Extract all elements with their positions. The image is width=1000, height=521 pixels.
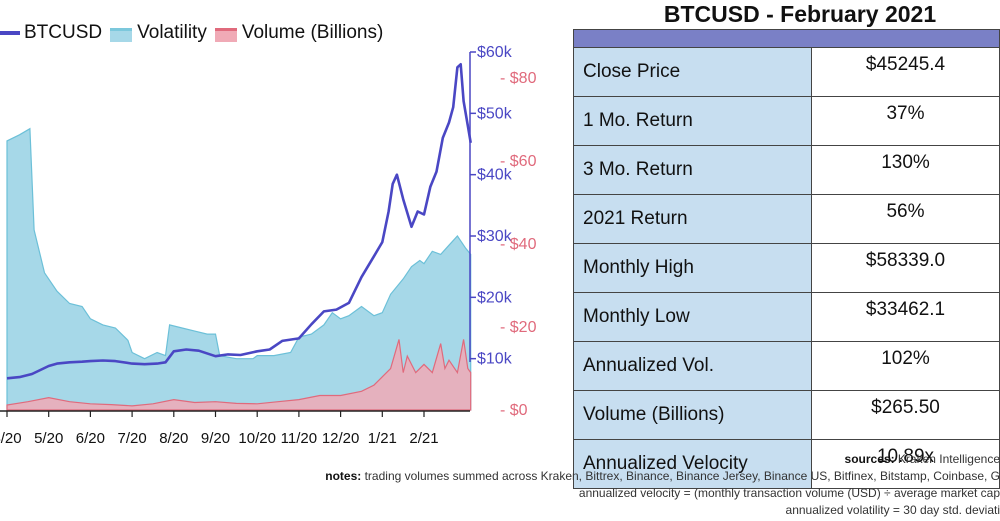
sources-label: sources: bbox=[844, 452, 895, 466]
volume-axis-label: - $80 bbox=[500, 70, 537, 87]
row-label: Volume (Billions) bbox=[573, 390, 812, 440]
table-row: Annualized Velocity 10.89x bbox=[573, 439, 1000, 489]
x-tick-label: 7/20 bbox=[117, 430, 146, 447]
row-label: Close Price bbox=[573, 47, 812, 97]
footer-velocity-note: annualized velocity = (monthly transacti… bbox=[578, 486, 1000, 500]
volume-axis-label: - $0 bbox=[500, 402, 528, 419]
x-tick-label: 12/20 bbox=[322, 430, 360, 447]
table-row: Close Price $45245.4 bbox=[573, 47, 1000, 97]
row-label: Annualized Vol. bbox=[573, 341, 812, 391]
legend-item-btcusd: BTCUSD bbox=[0, 22, 102, 44]
row-value: $58339.0 bbox=[811, 243, 1000, 293]
legend-label-btcusd: BTCUSD bbox=[24, 22, 103, 43]
x-tick-label: 10/20 bbox=[238, 430, 276, 447]
volatility-swatch bbox=[110, 28, 133, 42]
table-row: Monthly High $58339.0 bbox=[573, 243, 1000, 293]
volume-axis-label: - $20 bbox=[500, 319, 537, 336]
table-row: 1 Mo. Return 37% bbox=[573, 96, 1000, 146]
table-header-bar bbox=[573, 29, 1000, 48]
row-value: 37% bbox=[811, 96, 1000, 146]
price-axis-label: $40k bbox=[477, 167, 513, 184]
table-row: Volume (Billions) $265.50 bbox=[573, 390, 1000, 440]
stats-table: Close Price $45245.4 1 Mo. Return 37% 3 Mo… bbox=[573, 29, 1000, 489]
table-row: 2021 Return 56% bbox=[573, 194, 1000, 244]
volume-swatch bbox=[214, 28, 237, 42]
row-value: $45245.4 bbox=[811, 47, 1000, 97]
footer-sources: sources: Kraken Intelligence bbox=[845, 452, 1000, 466]
footer-notes: notes: trading volumes summed across Kra… bbox=[325, 469, 1000, 483]
notes-text: trading volumes summed across Kraken, Bi… bbox=[364, 469, 1000, 483]
volatility-area bbox=[6, 127, 472, 411]
volume-area bbox=[6, 339, 472, 411]
row-label: Monthly High bbox=[573, 243, 812, 293]
sources-text: Kraken Intelligence bbox=[897, 452, 1000, 466]
x-tick-label: 4/20 bbox=[0, 430, 22, 447]
x-tick-label: 9/20 bbox=[201, 430, 230, 447]
price-axis-label: $60k bbox=[477, 44, 513, 61]
row-label: Annualized Velocity bbox=[573, 439, 812, 489]
table-title: BTCUSD - February 2021 bbox=[663, 1, 937, 27]
chart-legend: BTCUSD Volatility Volume (Billions) bbox=[0, 22, 391, 44]
x-tick-label: 1/21 bbox=[368, 430, 397, 447]
legend-item-volume: Volume (Billions) bbox=[214, 22, 384, 44]
x-tick-label: 2/21 bbox=[409, 430, 438, 447]
table-row: 3 Mo. Return 130% bbox=[573, 145, 1000, 195]
legend-label-volume: Volume (Billions) bbox=[241, 22, 384, 43]
btcusd-line bbox=[6, 63, 472, 380]
x-tick-label: 8/20 bbox=[159, 430, 188, 447]
row-label: 2021 Return bbox=[573, 194, 812, 244]
x-tick-label: 6/20 bbox=[76, 430, 105, 447]
btcusd-line-swatch bbox=[0, 31, 20, 35]
price-axis-label: $20k bbox=[477, 289, 513, 306]
price-axis-label: $10k bbox=[477, 351, 513, 368]
volume-axis-label: - $40 bbox=[500, 236, 537, 253]
volume-axis-label: - $60 bbox=[500, 153, 537, 170]
table-row: Annualized Vol. 102% bbox=[573, 341, 1000, 391]
footer-volatility-note: annualized volatility = 30 day std. devi… bbox=[785, 503, 1000, 517]
legend-item-volatility: Volatility bbox=[110, 22, 207, 44]
row-value: 10.89x bbox=[811, 439, 1000, 489]
row-label: 1 Mo. Return bbox=[573, 96, 812, 146]
row-value: $33462.1 bbox=[811, 292, 1000, 342]
x-tick-label: 5/20 bbox=[34, 430, 63, 447]
table-row: Monthly Low $33462.1 bbox=[573, 292, 1000, 342]
notes-label: notes: bbox=[325, 469, 362, 483]
row-label: 3 Mo. Return bbox=[573, 145, 812, 195]
row-value: 102% bbox=[811, 341, 1000, 391]
legend-label-volatility: Volatility bbox=[137, 22, 207, 43]
x-tick-label: 11/20 bbox=[281, 430, 317, 447]
row-label: Monthly Low bbox=[573, 292, 812, 342]
row-value: 56% bbox=[811, 194, 1000, 244]
price-axis-label: $50k bbox=[477, 105, 513, 122]
row-value: $265.50 bbox=[811, 390, 1000, 440]
row-value: 130% bbox=[811, 145, 1000, 195]
price-axis-label: $30k bbox=[477, 228, 513, 245]
